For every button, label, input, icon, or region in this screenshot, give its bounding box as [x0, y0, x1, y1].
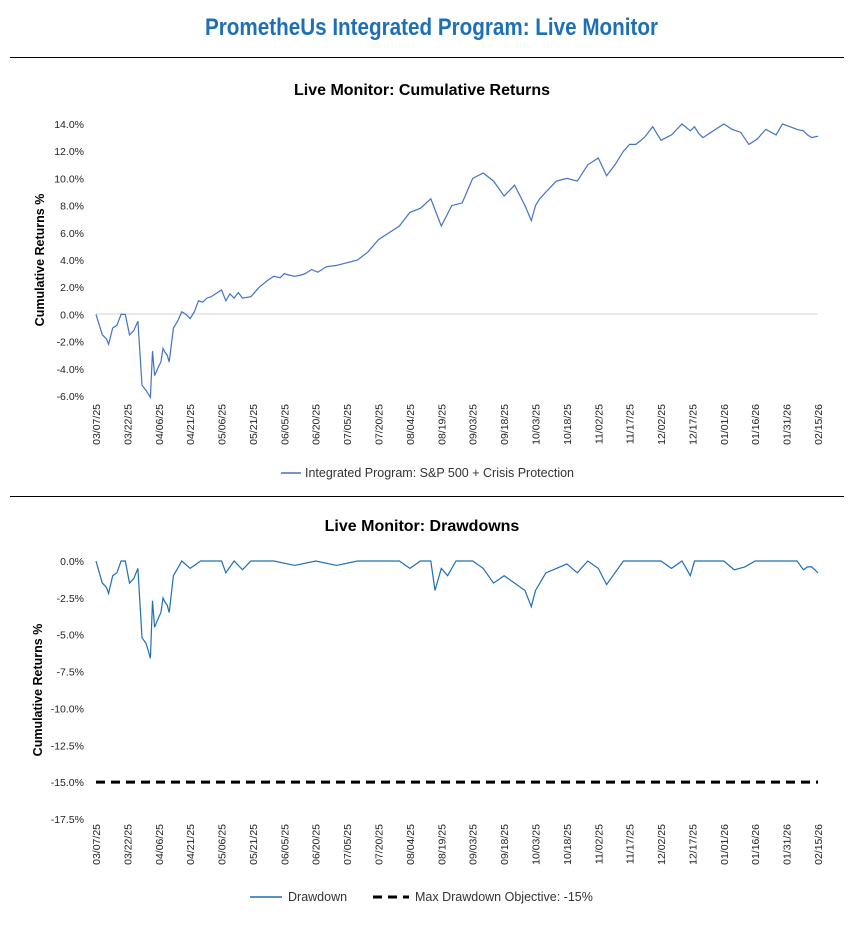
y-tick-label: 8.0%: [60, 201, 84, 213]
x-tick-label: 07/05/25: [342, 404, 354, 445]
title-divider: [10, 57, 844, 58]
legend-label-drawdown: Drawdown: [288, 890, 347, 904]
y-tick-label: -10.0%: [51, 703, 84, 715]
drawdowns-chart: Live Monitor: Drawdowns Cumulative Retur…: [31, 518, 825, 904]
x-tick-label: 05/06/25: [217, 404, 229, 445]
x-tick-label: 07/05/25: [342, 824, 354, 865]
y-tick-label: 0.0%: [60, 556, 84, 568]
y-axis-label: Cumulative Returns %: [33, 194, 47, 327]
x-tick-label: 06/20/25: [311, 824, 323, 865]
y-tick-label: 0.0%: [60, 309, 84, 321]
legend: Drawdown Max Drawdown Objective: -15%: [250, 890, 593, 904]
x-tick-label: 11/02/25: [593, 404, 605, 444]
y-tick-label: -12.5%: [51, 740, 84, 752]
x-tick-label: 10/18/25: [562, 404, 574, 445]
drawdown-line: [95, 560, 819, 659]
y-tick-label: -5.0%: [57, 630, 84, 642]
legend: Integrated Program: S&P 500 + Crisis Pro…: [281, 466, 574, 480]
x-tick-label: 12/02/25: [656, 404, 668, 445]
x-tick-label: 11/02/25: [593, 824, 605, 864]
x-tick-label: 01/16/26: [750, 404, 762, 445]
x-tick-label: 09/18/25: [499, 824, 511, 865]
y-tick-label: -2.5%: [57, 593, 84, 605]
x-tick-label: 03/22/25: [122, 404, 134, 445]
x-tick-labels: 03/07/25 03/22/25 04/06/25 04/21/25 05/06/25…: [91, 824, 825, 865]
x-tick-labels: 03/07/25 03/22/25 04/06/25 04/21/25 05/06/25…: [91, 404, 825, 445]
cumulative-returns-line: [95, 123, 819, 400]
x-tick-label: 04/21/25: [185, 404, 197, 445]
x-tick-label: 01/31/26: [782, 824, 794, 865]
x-tick-label: 03/22/25: [122, 824, 134, 865]
legend-label: Integrated Program: S&P 500 + Crisis Pro…: [305, 466, 574, 480]
section-divider: [10, 496, 844, 497]
x-tick-label: 06/05/25: [279, 824, 291, 865]
x-tick-label: 10/18/25: [562, 824, 574, 865]
y-tick-label: -6.0%: [57, 391, 84, 403]
x-tick-label: 08/04/25: [405, 404, 417, 445]
y-tick-label: -17.5%: [51, 814, 84, 826]
y-tick-labels: -6.0% -4.0% -2.0% 0.0% 2.0% 4.0% 6.0% 8.0% 10.0%…: [54, 119, 84, 403]
y-tick-labels: 0.0% -2.5% -5.0% -7.5% -10.0% -12.5% -15.0% -17…: [51, 556, 84, 826]
x-tick-label: 11/17/25: [625, 404, 637, 444]
x-tick-label: 12/17/25: [687, 824, 699, 865]
x-tick-label: 01/01/26: [719, 404, 731, 445]
x-tick-label: 05/21/25: [248, 824, 260, 865]
y-tick-label: 4.0%: [60, 255, 84, 267]
x-tick-label: 05/06/25: [217, 824, 229, 865]
y-tick-label: 10.0%: [54, 173, 84, 185]
y-tick-label: -7.5%: [57, 667, 84, 679]
y-tick-label: -15.0%: [51, 777, 84, 789]
x-tick-label: 04/06/25: [154, 404, 166, 445]
x-tick-label: 10/03/25: [530, 824, 542, 865]
x-tick-label: 05/21/25: [248, 404, 260, 445]
y-tick-label: 12.0%: [54, 146, 84, 158]
x-tick-label: 01/31/26: [782, 404, 794, 445]
x-tick-label: 07/20/25: [374, 824, 386, 865]
chart-title: Live Monitor: Drawdowns: [325, 518, 520, 535]
y-tick-label: 14.0%: [54, 119, 84, 131]
x-tick-label: 07/20/25: [374, 404, 386, 445]
x-tick-label: 06/05/25: [279, 404, 291, 445]
x-tick-label: 09/03/25: [468, 404, 480, 445]
x-tick-label: 09/18/25: [499, 404, 511, 445]
x-tick-label: 04/21/25: [185, 824, 197, 865]
legend-label-objective: Max Drawdown Objective: -15%: [415, 890, 593, 904]
y-tick-label: -4.0%: [57, 364, 84, 376]
cumulative-returns-chart: Live Monitor: Cumulative Returns Cumulat…: [33, 82, 825, 480]
x-tick-label: 02/15/26: [813, 824, 825, 865]
x-tick-label: 03/07/25: [91, 404, 103, 445]
x-tick-label: 12/17/25: [687, 404, 699, 445]
x-tick-label: 08/04/25: [405, 824, 417, 865]
y-tick-label: 6.0%: [60, 228, 84, 240]
x-tick-label: 06/20/25: [311, 404, 323, 445]
y-axis-label: Cumulative Returns %: [31, 624, 45, 757]
x-tick-label: 03/07/25: [91, 824, 103, 865]
y-tick-label: -2.0%: [57, 337, 84, 349]
x-tick-label: 08/19/25: [436, 404, 448, 445]
x-tick-label: 12/02/25: [656, 824, 668, 865]
chart-title: Live Monitor: Cumulative Returns: [294, 82, 550, 99]
y-tick-label: 2.0%: [60, 282, 84, 294]
x-tick-label: 02/15/26: [813, 404, 825, 445]
x-tick-label: 11/17/25: [625, 824, 637, 864]
x-tick-label: 01/16/26: [750, 824, 762, 865]
x-tick-label: 01/01/26: [719, 824, 731, 865]
x-tick-label: 08/19/25: [436, 824, 448, 865]
x-tick-label: 09/03/25: [468, 824, 480, 865]
x-tick-label: 04/06/25: [154, 824, 166, 865]
x-tick-label: 10/03/25: [530, 404, 542, 445]
page-title: PrometheUs Integrated Program: Live Moni…: [204, 14, 659, 41]
